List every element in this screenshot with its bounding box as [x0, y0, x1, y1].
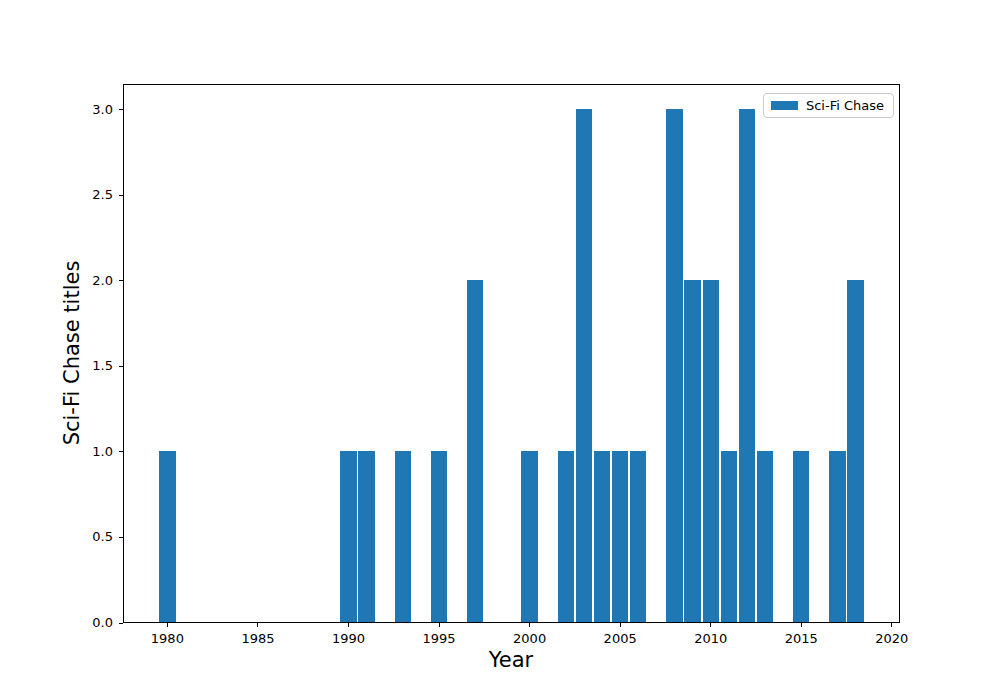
bar-2000: [521, 451, 537, 622]
bar-2008: [666, 109, 682, 622]
x-tick-label-2010: 2010: [681, 631, 741, 647]
x-tick-label-1990: 1990: [318, 631, 378, 647]
bar-1995: [431, 451, 447, 622]
plot-area: Sci-Fi Chase: [123, 84, 900, 623]
x-tick-mark-1995: [439, 623, 440, 627]
bar-1993: [395, 451, 411, 622]
bar-2005: [612, 451, 628, 622]
x-tick-mark-2005: [620, 623, 621, 627]
x-tick-mark-2010: [710, 623, 711, 627]
y-tick-label-3.0: 3.0: [69, 102, 113, 118]
y-tick-label-1.0: 1.0: [69, 444, 113, 460]
legend-swatch: [771, 101, 798, 110]
x-tick-label-2005: 2005: [590, 631, 650, 647]
bar-2004: [594, 451, 610, 622]
x-tick-mark-1980: [167, 623, 168, 627]
bar-2011: [721, 451, 737, 622]
bar-2017: [829, 451, 845, 622]
x-tick-mark-1985: [257, 623, 258, 627]
bar-1991: [358, 451, 374, 622]
x-tick-label-2020: 2020: [862, 631, 922, 647]
legend: Sci-Fi Chase: [763, 93, 894, 118]
y-tick-mark-1.5: [119, 366, 123, 367]
y-tick-mark-2.5: [119, 195, 123, 196]
y-tick-label-2.5: 2.5: [69, 187, 113, 203]
y-tick-mark-2.0: [119, 280, 123, 281]
bar-2013: [757, 451, 773, 622]
x-tick-label-1995: 1995: [409, 631, 469, 647]
bar-2010: [703, 280, 719, 622]
figure: Sci-Fi Chase 1980 1985 1990 1995 2000 2005 201…: [0, 0, 1000, 700]
x-axis-label: Year: [489, 648, 533, 672]
y-tick-mark-0.0: [119, 623, 123, 624]
bar-1990: [340, 451, 356, 622]
bar-2009: [684, 280, 700, 622]
x-tick-label-2000: 2000: [500, 631, 560, 647]
y-tick-mark-1.0: [119, 451, 123, 452]
x-tick-mark-2000: [529, 623, 530, 627]
y-tick-label-0.5: 0.5: [69, 529, 113, 545]
bar-2012: [739, 109, 755, 622]
x-tick-mark-1990: [348, 623, 349, 627]
bar-1980: [159, 451, 175, 622]
x-tick-mark-2020: [891, 623, 892, 627]
y-tick-label-0.0: 0.0: [69, 615, 113, 631]
x-tick-mark-2015: [801, 623, 802, 627]
y-tick-mark-0.5: [119, 537, 123, 538]
bar-2002: [558, 451, 574, 622]
bar-2003: [576, 109, 592, 622]
y-tick-mark-3.0: [119, 109, 123, 110]
y-axis-label: Sci-Fi Chase titles: [60, 261, 84, 446]
x-tick-label-1985: 1985: [228, 631, 288, 647]
bar-1997: [467, 280, 483, 622]
x-tick-label-2015: 2015: [771, 631, 831, 647]
legend-label: Sci-Fi Chase: [806, 98, 884, 113]
bar-2015: [793, 451, 809, 622]
x-tick-label-1980: 1980: [137, 631, 197, 647]
bar-2018: [847, 280, 863, 622]
bar-2006: [630, 451, 646, 622]
